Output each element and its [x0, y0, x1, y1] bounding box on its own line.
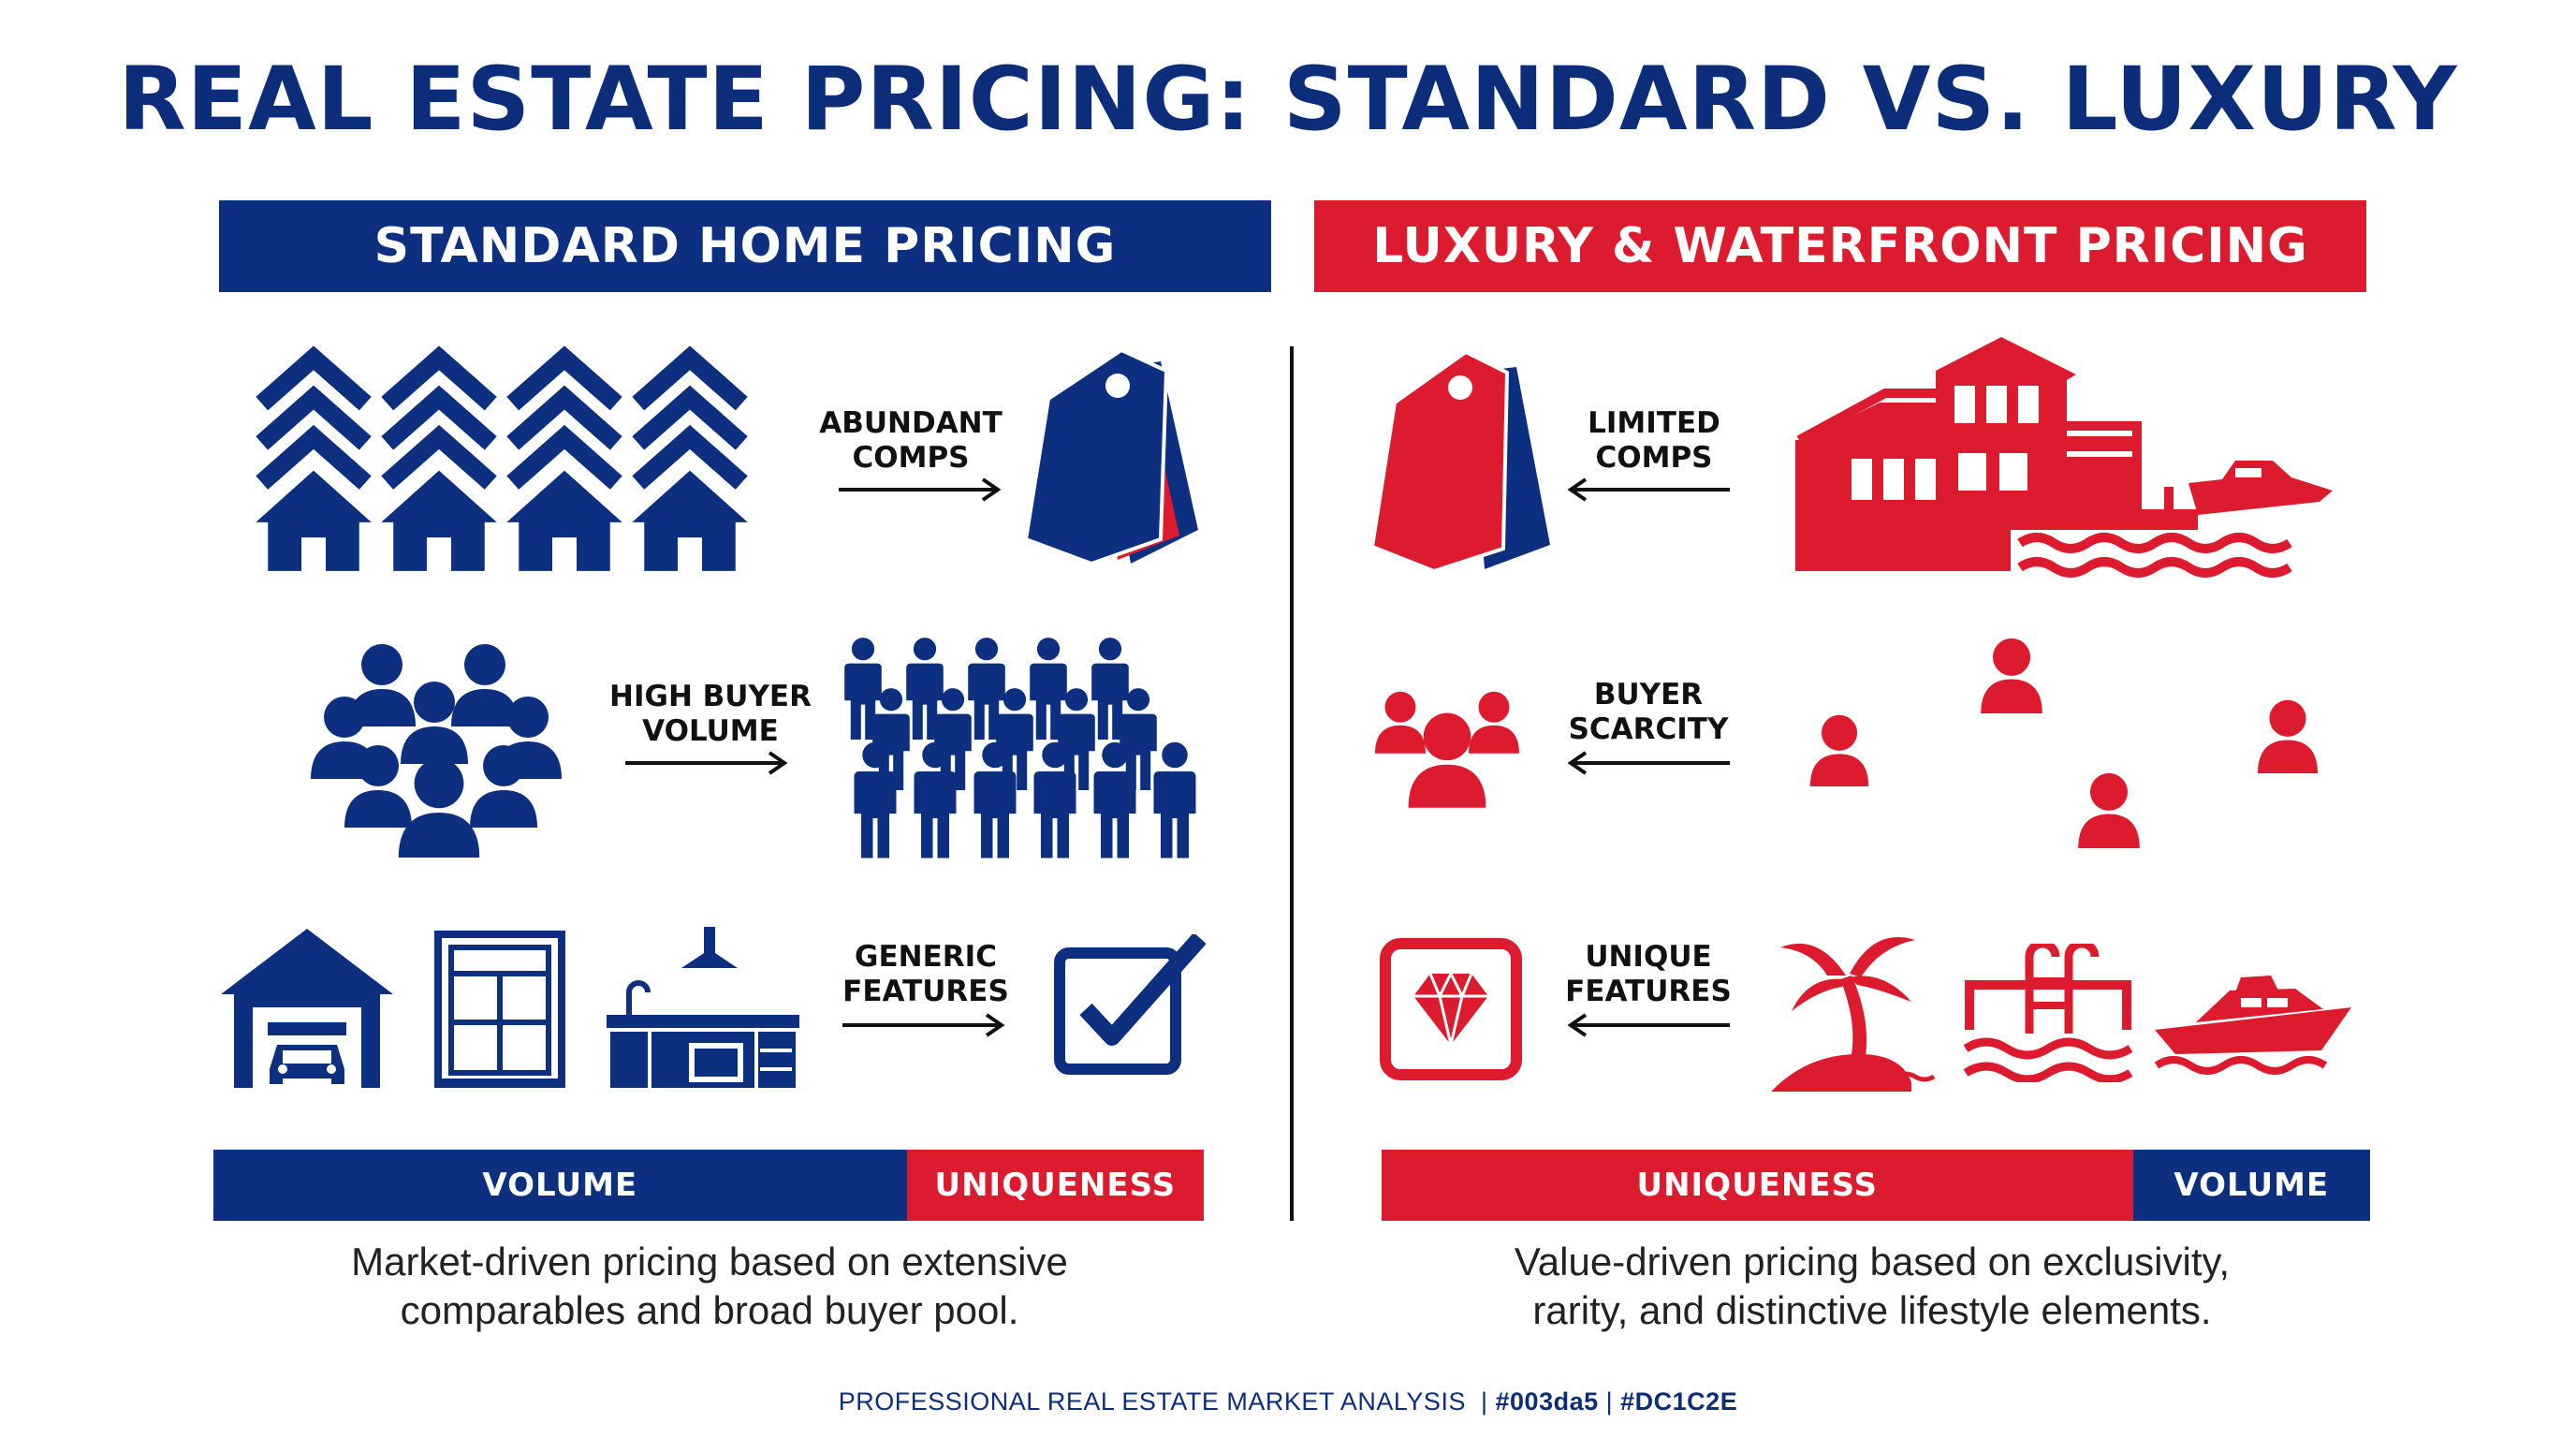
- window-icon: [434, 931, 565, 1088]
- luxury-pricing-header: LUXURY & WATERFRONT PRICING: [1314, 200, 2366, 292]
- limited-comps-label: LIMITED COMPS: [1588, 406, 1720, 475]
- high-buyer-volume-label: HIGH BUYER VOLUME: [609, 680, 812, 748]
- standard-description: Market-driven pricing based on extensive…: [351, 1240, 1068, 1332]
- page-title: REAL ESTATE PRICING: STANDARD VS. LUXURY: [118, 49, 2458, 151]
- buyer-group-icon: [307, 642, 574, 858]
- crowd-icon: [842, 637, 1208, 871]
- uniqueness-segment: UNIQUENESS: [906, 1150, 1204, 1221]
- arrow-left-icon: [1561, 476, 1730, 504]
- standard-pricing-header: STANDARD HOME PRICING: [219, 200, 1271, 292]
- arrow-right-icon: [839, 476, 1007, 504]
- volume-segment: VOLUME: [213, 1150, 907, 1221]
- generic-features-label: GENERIC FEATURES: [842, 940, 1009, 1008]
- volume-segment: VOLUME: [2132, 1150, 2370, 1221]
- unique-features-label: UNIQUE FEATURES: [1565, 940, 1732, 1008]
- uniqueness-segment: UNIQUENESS: [1382, 1150, 2133, 1221]
- uniqueness-volume-bar: UNIQUENESS VOLUME: [1382, 1150, 2370, 1221]
- waterfront-house-icon: [1795, 337, 2338, 580]
- swimming-pool-icon: [1964, 944, 2132, 1082]
- diamond-icon: [1380, 938, 1522, 1080]
- luxury-description: Value-driven pricing based on exclusivit…: [1514, 1240, 2231, 1332]
- price-tags-icon: [1020, 343, 1208, 567]
- checkbox-icon: [1054, 934, 1206, 1077]
- kitchen-icon: [607, 927, 799, 1088]
- abundant-comps-label: ABUNDANT COMPS: [819, 406, 1003, 475]
- arrow-right-icon: [842, 1011, 1011, 1039]
- buyer-scarcity-label: BUYER SCARCITY: [1568, 678, 1729, 746]
- buyer-group-icon: [1372, 682, 1522, 814]
- garage-icon: [221, 929, 394, 1088]
- arrow-left-icon: [1561, 1011, 1730, 1039]
- price-tags-icon: [1367, 345, 1554, 577]
- yacht-icon: [2155, 964, 2355, 1086]
- palm-island-icon: [1771, 923, 1936, 1092]
- arrow-left-icon: [1561, 749, 1730, 777]
- volume-uniqueness-bar: VOLUME UNIQUENESS: [213, 1150, 1204, 1221]
- scattered-buyers-icon: [1807, 637, 2331, 861]
- arrow-right-icon: [625, 749, 794, 777]
- column-divider: [1290, 346, 1294, 1221]
- footer-credit: PROFESSIONAL REAL ESTATE MARKET ANALYSIS…: [838, 1387, 1738, 1416]
- houses-grid-icon: [253, 341, 749, 575]
